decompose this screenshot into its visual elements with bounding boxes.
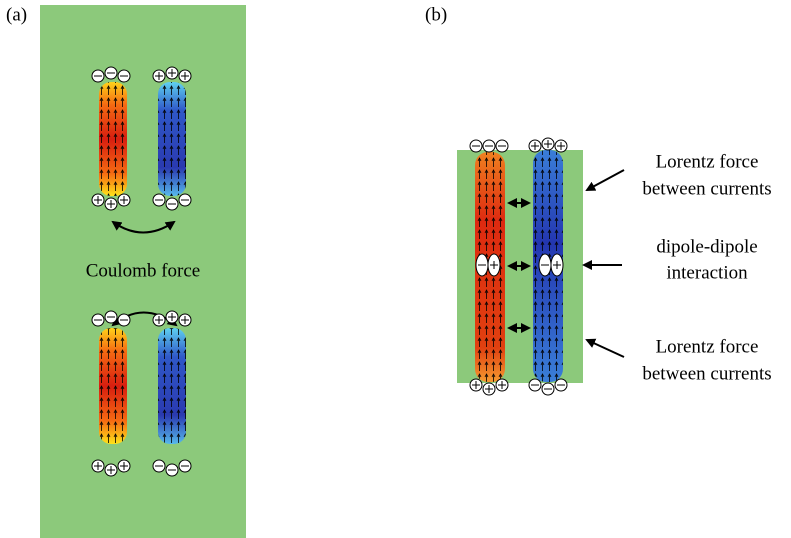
positive-charge	[178, 69, 192, 83]
positive-charge	[117, 193, 131, 207]
negative-charge	[165, 197, 179, 211]
annotation-line: dipole-dipole	[656, 236, 757, 257]
positive-charge	[165, 310, 179, 324]
negative-charge	[117, 69, 131, 83]
negative-charge	[152, 193, 166, 207]
negative-charge	[91, 69, 105, 83]
double-arrows	[507, 198, 531, 333]
positive-charge	[550, 253, 564, 277]
positive-charge	[482, 382, 496, 396]
positive-charge	[528, 139, 542, 153]
background-panel	[40, 5, 246, 538]
positive-charge	[487, 253, 501, 277]
negative-charge	[152, 459, 166, 473]
negative-charge	[117, 313, 131, 327]
negative-charge	[178, 459, 192, 473]
negative-charge	[528, 378, 542, 392]
positive-charge	[469, 378, 483, 392]
coulomb-arrow	[111, 220, 176, 234]
positive-charge	[91, 459, 105, 473]
annotation-line: between currents	[642, 178, 771, 199]
positive-charge	[495, 378, 509, 392]
negative-charge	[554, 378, 568, 392]
negative-charge	[165, 463, 179, 477]
panel-label: (b)	[425, 4, 447, 25]
positive-charge	[152, 313, 166, 327]
negative-charge	[104, 310, 118, 324]
annotations-b: Lorentz force between currents dipole-dipo…	[642, 151, 771, 384]
positive-charge	[152, 69, 166, 83]
negative-charge	[482, 139, 496, 153]
pointer-arrows	[582, 169, 625, 358]
negative-charge	[104, 66, 118, 80]
rods-a	[99, 82, 186, 444]
negative-charge	[538, 253, 552, 277]
positive-charge	[165, 66, 179, 80]
positive-charge	[554, 139, 568, 153]
charges	[91, 66, 568, 477]
positive-charge	[178, 313, 192, 327]
positive-charge	[91, 193, 105, 207]
negative-charge	[91, 313, 105, 327]
negative-charge	[178, 193, 192, 207]
annotation-line: Lorentz force	[656, 336, 759, 357]
negative-charge	[541, 382, 555, 396]
annotation: Coulomb force	[86, 260, 201, 281]
positive-charge	[104, 197, 118, 211]
annotation-line: between currents	[642, 363, 771, 384]
positive-charge	[104, 463, 118, 477]
negative-charge	[469, 139, 483, 153]
annotation-line: interaction	[666, 262, 748, 283]
positive-charge	[541, 137, 555, 151]
panel-label: (a)	[6, 4, 27, 25]
annotation-line: Lorentz force	[656, 151, 759, 172]
positive-charge	[117, 459, 131, 473]
negative-charge	[495, 139, 509, 153]
negative-charge	[475, 253, 489, 277]
